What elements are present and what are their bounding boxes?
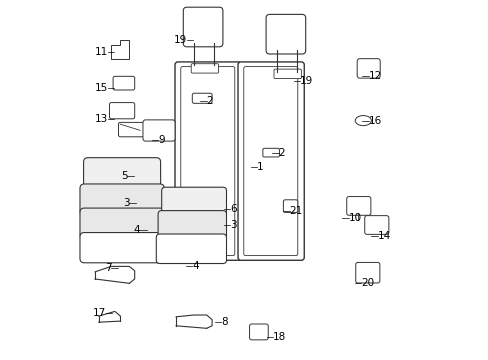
FancyBboxPatch shape [142, 120, 175, 141]
FancyBboxPatch shape [283, 200, 297, 212]
Text: 20: 20 [361, 278, 374, 288]
Text: 19: 19 [300, 76, 313, 86]
FancyBboxPatch shape [191, 64, 218, 73]
FancyBboxPatch shape [118, 122, 149, 137]
Text: 19: 19 [173, 35, 186, 45]
Text: 14: 14 [377, 231, 390, 241]
Ellipse shape [354, 116, 371, 126]
Text: 15: 15 [94, 83, 107, 93]
Text: 8: 8 [221, 317, 227, 327]
FancyBboxPatch shape [80, 233, 164, 263]
FancyBboxPatch shape [175, 62, 241, 260]
FancyBboxPatch shape [183, 7, 223, 47]
Text: 3: 3 [122, 198, 129, 208]
Text: 21: 21 [289, 206, 302, 216]
Text: 9: 9 [158, 135, 164, 145]
Text: 5: 5 [121, 171, 127, 181]
Text: 6: 6 [230, 204, 236, 214]
Text: 2: 2 [206, 96, 213, 106]
FancyBboxPatch shape [364, 216, 388, 234]
FancyBboxPatch shape [156, 234, 226, 264]
FancyBboxPatch shape [162, 187, 226, 216]
FancyBboxPatch shape [109, 103, 134, 119]
FancyBboxPatch shape [83, 158, 160, 190]
FancyBboxPatch shape [273, 69, 301, 78]
FancyBboxPatch shape [158, 211, 226, 239]
Text: 12: 12 [368, 71, 381, 81]
FancyBboxPatch shape [249, 324, 268, 340]
Text: 16: 16 [368, 116, 381, 126]
Text: 18: 18 [273, 332, 286, 342]
Text: 4: 4 [133, 225, 140, 235]
FancyBboxPatch shape [192, 93, 212, 103]
FancyBboxPatch shape [80, 208, 164, 239]
Text: 2: 2 [278, 148, 285, 158]
FancyBboxPatch shape [238, 62, 304, 260]
FancyBboxPatch shape [263, 148, 279, 157]
Polygon shape [111, 40, 129, 59]
FancyBboxPatch shape [80, 184, 164, 215]
Text: 17: 17 [92, 308, 106, 318]
Text: 4: 4 [192, 261, 199, 271]
FancyBboxPatch shape [346, 197, 370, 215]
FancyBboxPatch shape [265, 14, 305, 54]
FancyBboxPatch shape [113, 76, 134, 90]
Text: 11: 11 [94, 47, 107, 57]
FancyBboxPatch shape [356, 59, 380, 78]
Text: 1: 1 [257, 162, 263, 172]
FancyBboxPatch shape [355, 262, 379, 283]
Text: 10: 10 [348, 213, 361, 223]
Text: 13: 13 [94, 114, 107, 124]
Text: 3: 3 [230, 220, 236, 230]
Text: 7: 7 [104, 263, 111, 273]
